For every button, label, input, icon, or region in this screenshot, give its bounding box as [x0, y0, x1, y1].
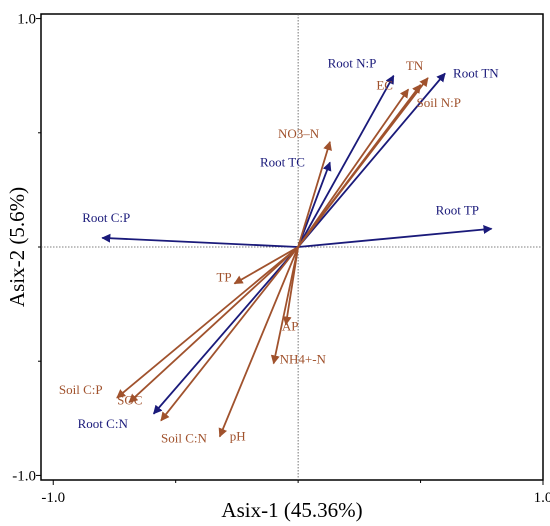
vector-label-0: Root N:P [328, 56, 377, 71]
vector-label-4: Root C:P [82, 210, 130, 225]
vector-label-15: Soil C:N [161, 431, 207, 446]
vector-label-3: Root TP [436, 203, 479, 218]
vector-arrow-9 [297, 141, 332, 248]
y-tick-label-0: 1.0 [17, 12, 36, 28]
vector-label-5: Root C:N [78, 416, 129, 431]
vector-arrow-2 [297, 161, 332, 248]
vector-arrow-1 [297, 72, 446, 248]
vector-arrow-12 [270, 246, 300, 365]
vector-arrow-15 [160, 246, 299, 422]
vector-label-14: SOC [117, 392, 142, 407]
vector-arrow-7 [297, 88, 410, 248]
vector-label-13: Soil C:P [59, 382, 103, 397]
vector-arrow-10 [233, 246, 299, 285]
vector-arrow-16 [218, 246, 299, 438]
vector-label-1: Root TN [453, 65, 499, 80]
vector-label-12: NH4+-N [280, 352, 327, 367]
vector-label-16: pH [230, 429, 246, 444]
x-tick-label-1: 1.0 [534, 490, 550, 506]
vector-arrow-5 [152, 246, 299, 415]
x-axis-title: Asix-1 (45.36%) [221, 498, 362, 522]
vector-arrow-4 [101, 233, 299, 248]
vector-label-6: TN [406, 58, 424, 73]
vector-arrow-3 [298, 225, 493, 248]
vector-arrow-13 [116, 246, 299, 399]
vector-label-8: Soil N:P [417, 95, 461, 110]
vector-label-2: Root TC [260, 154, 305, 169]
axis-ticks: -1.0 1.0 1.0 -1.0 [12, 12, 550, 506]
y-tick-label-1: -1.0 [12, 468, 36, 484]
y-axis-title: Asix-2 (5.6%) [5, 187, 29, 307]
vector-arrow-0 [297, 74, 395, 248]
vector-label-11: AP [282, 319, 299, 334]
vector-layer: Root N:P Root TN Root TC Root TP Root C:P Roo… [59, 56, 499, 446]
vector-arrow-14 [128, 246, 299, 403]
vector-label-9: NO3–N [278, 126, 320, 141]
vector-label-7: EC [376, 77, 393, 92]
vector-label-10: TP [216, 270, 231, 285]
x-tick-label-0: -1.0 [41, 490, 65, 506]
vector-arrow-8 [297, 84, 422, 248]
